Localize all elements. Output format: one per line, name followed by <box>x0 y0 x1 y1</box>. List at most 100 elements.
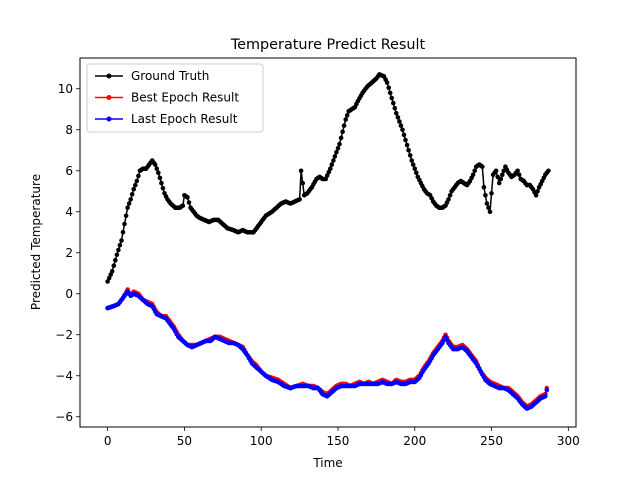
series-point <box>496 180 502 186</box>
series-point <box>493 168 499 174</box>
series-point <box>111 263 117 269</box>
series-point <box>446 197 451 202</box>
series-point <box>389 95 395 101</box>
series-point <box>546 168 551 174</box>
x-tick-label: 100 <box>250 434 273 448</box>
y-tick-label: 0 <box>65 287 73 301</box>
legend-swatch-marker <box>106 95 112 100</box>
series-point <box>134 178 140 184</box>
series-point <box>114 252 120 258</box>
series-point <box>533 193 539 198</box>
series-point <box>401 132 407 138</box>
series-point <box>154 166 160 171</box>
series-point <box>160 185 166 191</box>
x-tick-label: 0 <box>104 434 112 448</box>
series-point <box>387 90 393 96</box>
legend-label: Last Epoch Result <box>131 112 238 126</box>
series-point <box>340 129 345 135</box>
series-point <box>395 115 401 120</box>
series-point <box>123 213 129 219</box>
series-point <box>483 193 488 198</box>
series-point <box>332 154 338 159</box>
series-point <box>409 158 415 163</box>
series-point <box>122 221 127 227</box>
series-point <box>543 394 548 399</box>
series-point <box>412 166 418 171</box>
series-point <box>484 201 490 206</box>
legend-label: Ground Truth <box>131 69 209 83</box>
series-point <box>298 168 304 174</box>
y-tick-label: 10 <box>58 82 73 96</box>
series-point <box>297 197 302 202</box>
series-point <box>397 119 402 124</box>
legend-item: Last Epoch Result <box>95 112 238 126</box>
series-point <box>410 162 416 167</box>
legend-item: Ground Truth <box>95 69 209 83</box>
plot-frame <box>79 57 577 428</box>
series-point <box>341 123 347 128</box>
series-point <box>498 176 504 182</box>
x-tick-label: 200 <box>403 434 426 448</box>
series-point <box>470 172 476 178</box>
series-point <box>535 189 540 194</box>
series-point <box>157 175 163 181</box>
series-point <box>403 137 408 143</box>
x-axis-label: Time <box>312 456 342 470</box>
series-point <box>414 170 419 176</box>
series-point <box>343 117 349 122</box>
series-point <box>344 113 350 118</box>
series-point <box>404 142 410 148</box>
series-point <box>120 230 126 235</box>
series-point <box>329 162 335 167</box>
series-point <box>407 153 413 158</box>
y-axis-label: Predicted Temperature <box>29 174 43 310</box>
series-point <box>481 184 487 190</box>
x-tick-label: 300 <box>557 434 580 448</box>
legend-swatch-marker <box>106 73 112 79</box>
series-2 <box>105 289 550 411</box>
y-tick-label: −6 <box>55 410 73 424</box>
series-point <box>335 145 341 151</box>
x-tick-label: 50 <box>177 434 192 448</box>
series-point <box>480 164 485 169</box>
series-point <box>152 162 158 167</box>
y-tick-label: 4 <box>65 205 73 219</box>
series-point <box>392 105 398 111</box>
series-point <box>394 111 399 116</box>
series-point <box>487 209 493 215</box>
series-point <box>129 192 135 197</box>
series-point <box>515 168 520 174</box>
legend-item: Best Epoch Result <box>95 91 239 105</box>
series-point <box>406 148 411 153</box>
series-point <box>489 191 494 196</box>
y-tick-label: 8 <box>65 123 73 137</box>
series-point <box>391 100 396 106</box>
series-point <box>300 180 306 186</box>
series-point <box>398 123 404 128</box>
series-point <box>113 258 118 263</box>
series-point <box>516 172 522 178</box>
series-point <box>156 170 161 176</box>
series-point <box>338 135 344 141</box>
series-point <box>323 176 329 182</box>
series-point <box>328 166 333 171</box>
legend-box <box>86 63 264 133</box>
y-tick-label: 2 <box>65 246 73 260</box>
series-point <box>133 182 138 188</box>
series-point <box>159 180 164 186</box>
series-0 <box>105 72 551 284</box>
series-point <box>136 173 141 179</box>
series-point <box>447 193 453 198</box>
series-point <box>384 80 390 85</box>
series-point <box>180 203 186 208</box>
chart-title: Temperature Predict Result <box>230 37 426 53</box>
series-point <box>128 197 133 202</box>
series-point <box>386 85 392 90</box>
series-point <box>105 279 110 284</box>
series-point <box>125 205 130 210</box>
y-tick-label: −2 <box>55 328 73 342</box>
series-point <box>185 195 190 200</box>
series-point <box>126 201 132 206</box>
